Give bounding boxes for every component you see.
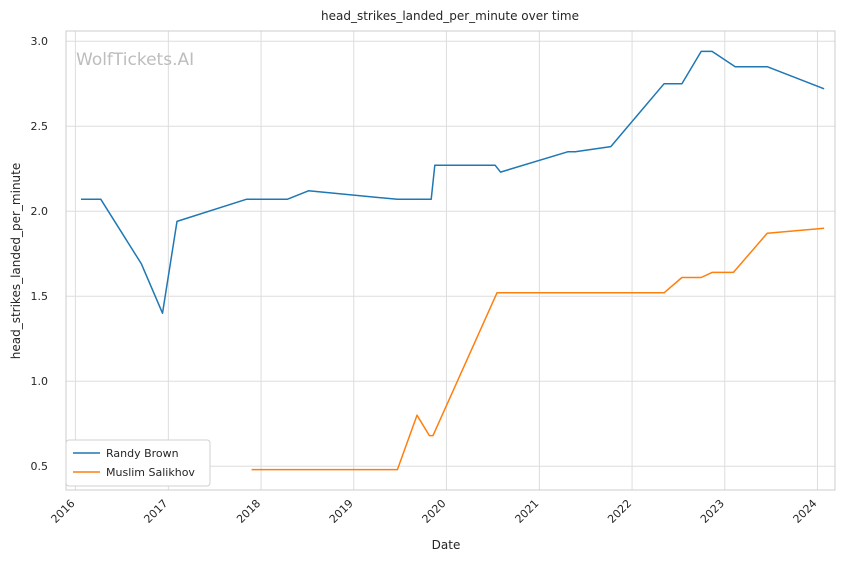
- y-tick-label: 0.5: [31, 460, 49, 473]
- x-tick-labels: 2016 2017 2018 2019 2020 2021 2022 2023 2024: [49, 497, 820, 526]
- x-tick-label: 2020: [420, 497, 449, 526]
- plot-frame: [65, 30, 836, 491]
- x-tick-label: 2024: [791, 497, 820, 526]
- y-tick-label: 2.5: [31, 120, 49, 133]
- plot-background: [66, 31, 835, 490]
- series-lines: [81, 50, 825, 471]
- legend: Randy Brown Muslim Salikhov: [65, 439, 211, 487]
- chart-title: head_strikes_landed_per_minute over time: [321, 9, 579, 23]
- series-line-muslim-salikhov: [251, 227, 825, 471]
- y-axis-label: head_strikes_landed_per_minute: [9, 163, 23, 360]
- x-tick-label: 2022: [605, 497, 634, 526]
- y-tick-labels: 0.5 1.0 1.5 2.0 2.5 3.0: [31, 35, 49, 473]
- x-axis-label: Date: [432, 538, 461, 552]
- legend-box: [65, 439, 211, 487]
- watermark-text: WolfTickets.AI: [76, 50, 194, 70]
- x-tick-label: 2023: [698, 497, 727, 526]
- x-tick-label: 2016: [49, 497, 78, 526]
- legend-label-muslim-salikhov: Muslim Salikhov: [106, 466, 195, 479]
- x-tick-label: 2018: [234, 497, 263, 526]
- legend-label-randy-brown: Randy Brown: [106, 447, 179, 460]
- y-tick-label: 1.5: [31, 290, 49, 303]
- x-tick-label: 2017: [141, 497, 170, 526]
- series-line-randy-brown: [81, 50, 825, 314]
- x-tick-label: 2021: [513, 497, 542, 526]
- y-tick-label: 2.0: [31, 205, 49, 218]
- x-tick-label: 2019: [327, 497, 356, 526]
- y-tick-label: 1.0: [31, 375, 49, 388]
- y-tick-label: 3.0: [31, 35, 49, 48]
- grid-lines: [66, 31, 835, 490]
